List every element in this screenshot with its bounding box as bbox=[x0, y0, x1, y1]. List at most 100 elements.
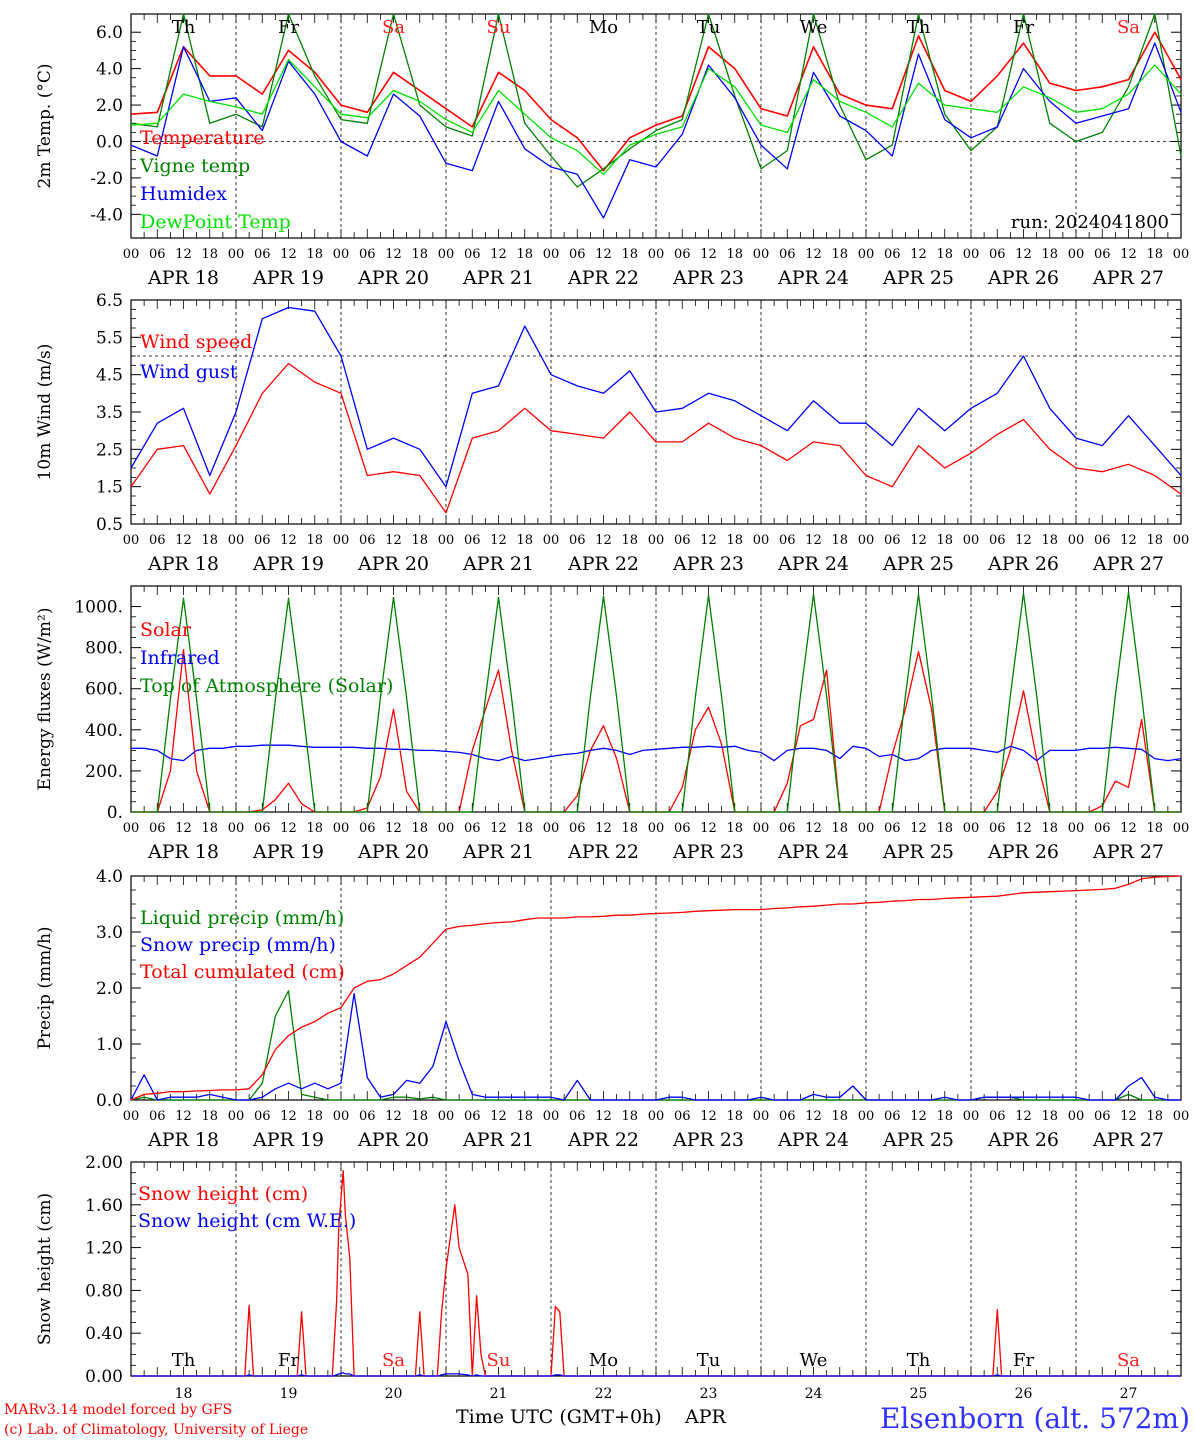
hour-label: 18 bbox=[621, 247, 638, 262]
weekday-label: Sa bbox=[1117, 1350, 1140, 1371]
panel-1: 6.0 4.0 2.0 0.0 -2.0 -4.0 2m Temp. (°C) Tempera… bbox=[35, 13, 1189, 289]
y-tick-label: 2.00 bbox=[85, 1153, 123, 1173]
date-label: APR 21 bbox=[462, 553, 534, 575]
hour-label: 06 bbox=[779, 1109, 796, 1124]
hour-label: 00 bbox=[1068, 247, 1085, 262]
hour-label: 18 bbox=[516, 533, 533, 548]
day-number-label: 21 bbox=[490, 1386, 508, 1402]
y-tick-label: 2.0 bbox=[96, 96, 123, 116]
hour-label: 06 bbox=[1094, 247, 1111, 262]
hour-label: 00 bbox=[228, 533, 245, 548]
hour-label: 06 bbox=[569, 247, 586, 262]
panel-3: 1000. 800. 600. 400. 200. 0. Energy fluxes (W/… bbox=[35, 585, 1189, 863]
date-label: APR 24 bbox=[777, 1129, 849, 1151]
date-label: APR 22 bbox=[567, 841, 639, 863]
weekday-label: Sa bbox=[382, 1350, 405, 1371]
hour-label: 18 bbox=[831, 821, 848, 836]
hour-label: 00 bbox=[753, 247, 770, 262]
station-label: Elsenborn (alt. 572m) bbox=[880, 1402, 1190, 1435]
series-line-3 bbox=[130, 875, 1182, 1101]
hour-label: 12 bbox=[385, 821, 402, 836]
hour-label: 12 bbox=[1120, 1109, 1137, 1124]
hour-label: 06 bbox=[569, 1109, 586, 1124]
date-label: APR 20 bbox=[357, 267, 429, 289]
hour-label: 00 bbox=[438, 821, 455, 836]
hour-label: 00 bbox=[963, 247, 980, 262]
hour-label: 00 bbox=[123, 533, 140, 548]
y-tick-label: 0.5 bbox=[96, 515, 123, 535]
hour-label: 00 bbox=[333, 821, 350, 836]
hour-label: 12 bbox=[175, 1109, 192, 1124]
hour-label: 00 bbox=[1068, 1109, 1085, 1124]
day-number-label: 23 bbox=[700, 1386, 718, 1402]
hour-label: 06 bbox=[569, 821, 586, 836]
hour-label: 18 bbox=[411, 533, 428, 548]
y-tick-label: 800. bbox=[85, 639, 123, 659]
hour-label: 00 bbox=[753, 1109, 770, 1124]
hour-label: 12 bbox=[805, 821, 822, 836]
hour-label: 18 bbox=[726, 1109, 743, 1124]
date-label: APR 26 bbox=[987, 841, 1059, 863]
hour-label: 18 bbox=[516, 821, 533, 836]
day-number-label: 22 bbox=[595, 1386, 613, 1402]
hour-label: 00 bbox=[858, 1109, 875, 1124]
series-line-3 bbox=[130, 42, 1182, 219]
y-tick-label: 6.0 bbox=[96, 23, 123, 43]
series-line-2 bbox=[131, 744, 1182, 762]
y-tick-label: 3.5 bbox=[96, 403, 123, 423]
date-label: APR 23 bbox=[672, 1129, 744, 1151]
legend-entry: Solar bbox=[140, 619, 192, 641]
legend-entry: Vigne temp bbox=[139, 155, 250, 177]
hour-label: 00 bbox=[438, 533, 455, 548]
date-label: APR 19 bbox=[252, 267, 324, 289]
hour-label: 06 bbox=[149, 1109, 166, 1124]
y-tick-label: 1.5 bbox=[96, 478, 123, 498]
y-tick-label: 3.0 bbox=[96, 923, 123, 943]
y-tick-label: 0.00 bbox=[85, 1367, 123, 1387]
y-tick-label: 1000. bbox=[74, 598, 123, 618]
hour-label: 00 bbox=[1173, 533, 1190, 548]
hour-label: 18 bbox=[1146, 247, 1163, 262]
legend-entry: Humidex bbox=[140, 183, 227, 205]
date-label: APR 19 bbox=[252, 1129, 324, 1151]
weekday-label: Fr bbox=[1013, 17, 1034, 38]
hour-label: 06 bbox=[989, 821, 1006, 836]
y-tick-label: 0.0 bbox=[96, 1091, 123, 1111]
series-line-4 bbox=[130, 58, 1182, 175]
date-label: APR 20 bbox=[357, 1129, 429, 1151]
hour-label: 18 bbox=[201, 533, 218, 548]
hour-label: 18 bbox=[306, 821, 323, 836]
legend-entry: Wind speed bbox=[140, 331, 252, 353]
y-axis-title: Energy fluxes (W/m²) bbox=[35, 608, 55, 791]
series-line-2 bbox=[130, 306, 1182, 488]
hour-label: 18 bbox=[1146, 821, 1163, 836]
y-tick-label: 6.5 bbox=[96, 291, 123, 311]
weekday-label: Fr bbox=[1013, 1350, 1034, 1371]
hour-label: 18 bbox=[306, 1109, 323, 1124]
series-line-1 bbox=[130, 31, 1182, 172]
hour-label: 00 bbox=[753, 821, 770, 836]
series-line-3 bbox=[131, 591, 1181, 813]
hour-label: 18 bbox=[831, 533, 848, 548]
hour-label: 06 bbox=[674, 533, 691, 548]
date-label: APR 23 bbox=[672, 553, 744, 575]
date-label: APR 18 bbox=[147, 841, 219, 863]
hour-label: 12 bbox=[175, 821, 192, 836]
weekday-label: We bbox=[800, 1350, 828, 1371]
date-label: APR 27 bbox=[1092, 267, 1164, 289]
date-label: APR 27 bbox=[1092, 1129, 1164, 1151]
hour-label: 06 bbox=[359, 1109, 376, 1124]
y-axis-title: 10m Wind (m/s) bbox=[35, 344, 55, 481]
day-number-label: 24 bbox=[805, 1386, 823, 1402]
hour-label: 12 bbox=[280, 533, 297, 548]
hour-label: 18 bbox=[1041, 533, 1058, 548]
hour-label: 12 bbox=[175, 247, 192, 262]
hour-label: 06 bbox=[149, 821, 166, 836]
hour-label: 18 bbox=[936, 821, 953, 836]
hour-label: 12 bbox=[490, 247, 507, 262]
hour-label: 18 bbox=[621, 533, 638, 548]
hour-label: 06 bbox=[674, 1109, 691, 1124]
date-label: APR 26 bbox=[987, 1129, 1059, 1151]
hour-label: 12 bbox=[700, 821, 717, 836]
date-label: APR 18 bbox=[147, 267, 219, 289]
